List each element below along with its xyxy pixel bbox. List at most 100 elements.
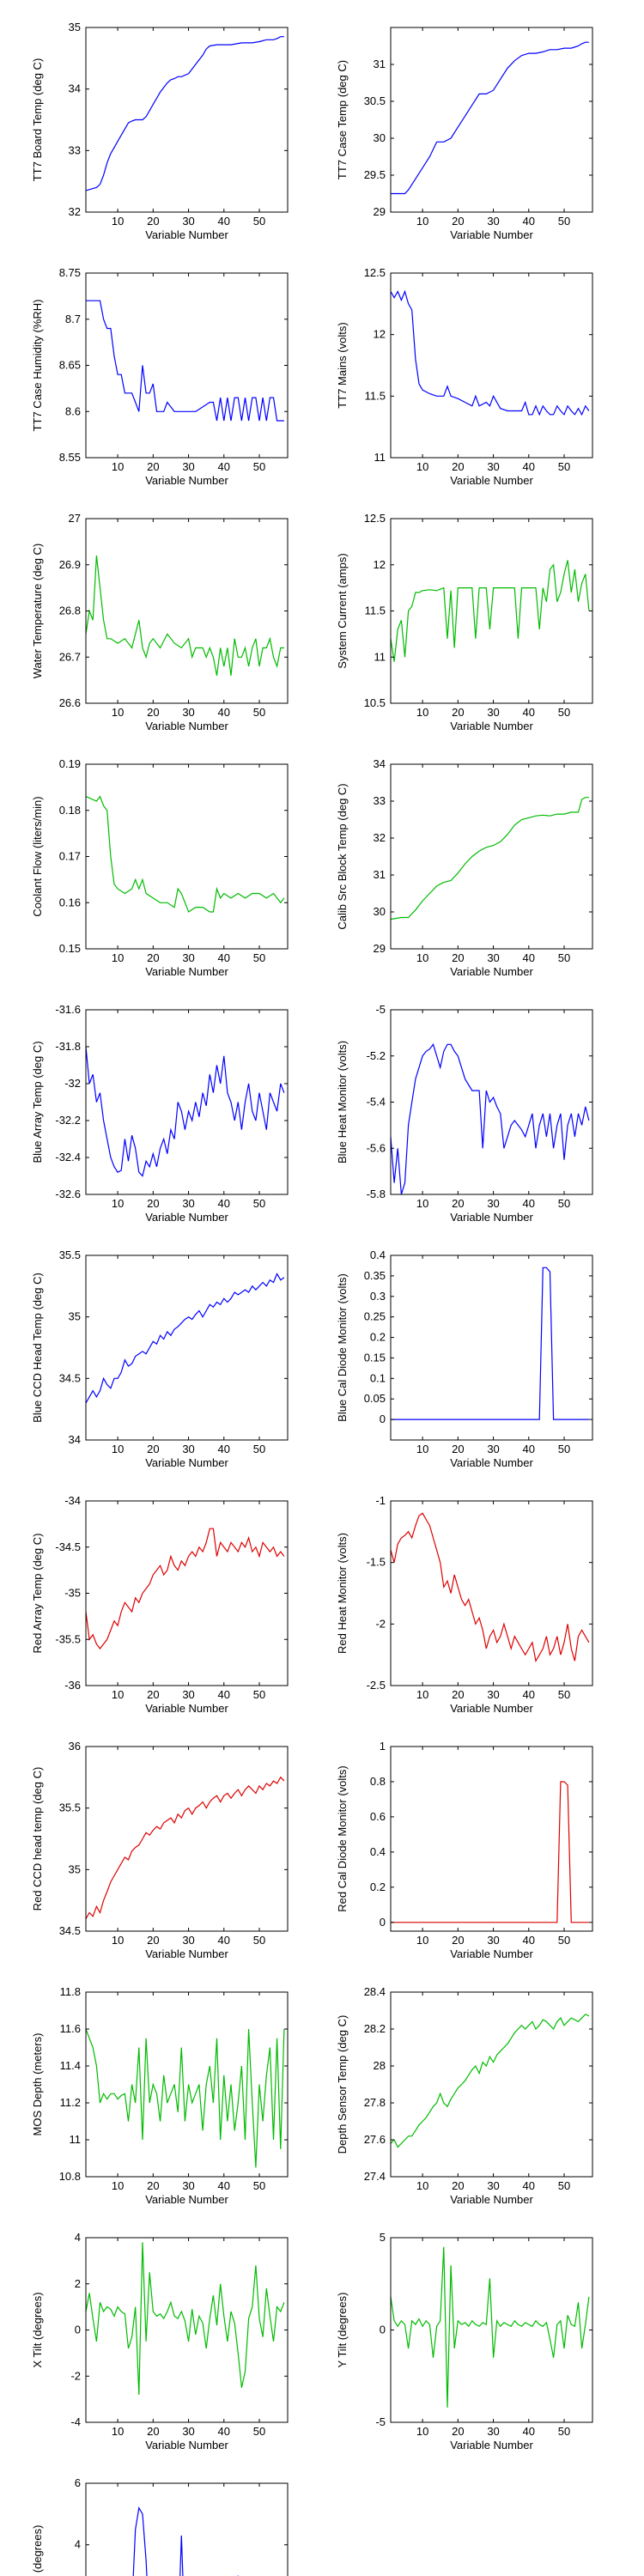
x-tick-label: 20 bbox=[452, 1443, 464, 1455]
plot-frame bbox=[85, 1009, 289, 1195]
x-tick-label: 40 bbox=[523, 1934, 535, 1947]
x-tick-label: 40 bbox=[523, 2179, 535, 2192]
x-tick-label: 30 bbox=[487, 1197, 499, 1210]
y-tick-label: 11 bbox=[374, 451, 386, 464]
x-axis-label: Variable Number bbox=[450, 2439, 533, 2451]
x-tick-label: 10 bbox=[112, 1443, 124, 1455]
y-axis-label: Calib Src Block Temp (deg C) bbox=[336, 783, 349, 929]
x-tick-label: 20 bbox=[452, 2425, 464, 2438]
y-tick-label: 0.17 bbox=[59, 850, 81, 863]
y-tick-label: 34 bbox=[69, 1433, 81, 1446]
x-tick-label: 50 bbox=[253, 1934, 265, 1947]
x-tick-label: 20 bbox=[147, 1197, 159, 1210]
y-tick-label: 31 bbox=[374, 58, 386, 70]
y-tick-label: 11.5 bbox=[365, 605, 386, 617]
y-tick-label: -5.2 bbox=[367, 1049, 386, 1062]
x-tick-label: 50 bbox=[253, 951, 265, 964]
y-tick-label: -5.4 bbox=[367, 1096, 386, 1109]
y-tick-label: 11.8 bbox=[60, 1985, 81, 1998]
y-tick-label: -5 bbox=[375, 2415, 386, 2428]
series-line bbox=[85, 1528, 285, 1649]
x-tick-label: 50 bbox=[253, 1688, 265, 1701]
y-tick-label: -31.6 bbox=[55, 1003, 81, 1016]
plot-frame bbox=[85, 1991, 289, 2178]
y-tick-label: -32.4 bbox=[55, 1151, 81, 1163]
series-line bbox=[85, 555, 284, 676]
y-tick-label: 28.2 bbox=[364, 2022, 386, 2035]
x-tick-label: 10 bbox=[112, 1197, 124, 1210]
chart-2: 10 20 30 40 50 29 29.5 30 30.5 31 Variable Number T… bbox=[336, 27, 593, 241]
chart-3: 10 20 30 40 50 8.55 8.6 8.65 8.7 8.75 Variable Num… bbox=[31, 266, 289, 487]
chart-21: 10203040500246Variable NumberInclination… bbox=[31, 2476, 289, 2576]
y-tick-label: -5.6 bbox=[367, 1141, 386, 1154]
x-axis-label: Variable Number bbox=[450, 1702, 533, 1715]
plot-frame bbox=[390, 27, 593, 213]
x-tick-label: 40 bbox=[218, 460, 230, 473]
y-tick-label: 12.5 bbox=[364, 266, 386, 279]
y-tick-label: -2.5 bbox=[367, 1679, 386, 1692]
x-axis-label: Variable Number bbox=[145, 1947, 228, 1960]
plot-frame bbox=[390, 272, 593, 459]
y-axis-label: Y Tilt (degrees) bbox=[336, 2293, 349, 2368]
y-tick-label: 0.18 bbox=[59, 804, 81, 817]
x-tick-label: 10 bbox=[416, 2179, 428, 2192]
y-axis-label: TT7 Case Temp (deg C) bbox=[336, 60, 349, 179]
series-line bbox=[390, 2014, 590, 2148]
y-tick-label: 34 bbox=[374, 757, 386, 770]
series-line bbox=[390, 289, 590, 416]
plot-frame bbox=[85, 1746, 289, 1932]
x-tick-label: 10 bbox=[112, 1934, 124, 1947]
x-tick-label: 50 bbox=[558, 1443, 570, 1455]
y-tick-label: 27.6 bbox=[364, 2133, 386, 2146]
series-line bbox=[391, 1267, 589, 1420]
x-tick-label: 10 bbox=[112, 460, 124, 473]
plot-frame bbox=[390, 1500, 593, 1686]
x-tick-label: 20 bbox=[147, 706, 159, 719]
x-tick-label: 50 bbox=[253, 2425, 265, 2438]
plot-frame bbox=[390, 1255, 593, 1441]
y-axis-label: X Tilt (degrees) bbox=[31, 2292, 44, 2367]
x-tick-label: 50 bbox=[558, 215, 570, 228]
series-line bbox=[390, 560, 590, 662]
x-tick-label: 30 bbox=[182, 951, 194, 964]
x-tick-label: 10 bbox=[416, 215, 428, 228]
chart-1: 10 20 30 40 50 32 33 34 35 Variable Number TT7 Boa… bbox=[31, 21, 289, 241]
x-tick-label: 20 bbox=[147, 2179, 159, 2192]
plot-frame bbox=[85, 1255, 289, 1441]
x-tick-label: 10 bbox=[112, 1688, 124, 1701]
x-tick-label: 30 bbox=[487, 1443, 499, 1455]
y-tick-label: 33 bbox=[69, 143, 81, 156]
x-tick-label: 10 bbox=[112, 706, 124, 719]
x-tick-label: 30 bbox=[182, 460, 194, 473]
chart-7: 10 20 30 40 50 0.15 0.16 0.17 0.18 0.19 Variable N… bbox=[31, 757, 289, 978]
x-tick-label: 20 bbox=[452, 460, 464, 473]
x-axis-label: Variable Number bbox=[145, 1702, 228, 1715]
x-axis-label: Variable Number bbox=[450, 474, 533, 487]
chart-6: 10 20 30 40 50 10.5 11 11.5 12 12.5 Variable Numbe… bbox=[336, 512, 593, 732]
x-tick-label: 50 bbox=[558, 706, 570, 719]
y-tick-label: 36 bbox=[69, 1740, 81, 1753]
x-tick-label: 10 bbox=[416, 460, 428, 473]
y-tick-label: 0.35 bbox=[364, 1269, 386, 1282]
y-axis-label: TT7 Board Temp (deg C) bbox=[31, 58, 44, 182]
y-tick-label: 1 bbox=[380, 1740, 386, 1753]
plot-frame bbox=[390, 1746, 593, 1932]
x-tick-label: 10 bbox=[416, 706, 428, 719]
y-tick-label: 35.5 bbox=[59, 1801, 81, 1814]
y-axis-label: TT7 Case Humidity (%RH) bbox=[31, 300, 44, 432]
series-line bbox=[391, 1781, 589, 1923]
x-tick-label: 20 bbox=[147, 1934, 159, 1947]
x-axis-label: Variable Number bbox=[450, 1947, 533, 1960]
chart-14: 10 20 30 40 50 -2.5 -2 -1.5 -1 Variable Number Red… bbox=[336, 1494, 593, 1715]
x-tick-label: 20 bbox=[452, 706, 464, 719]
x-tick-label: 30 bbox=[182, 2425, 194, 2438]
y-tick-label: -31.8 bbox=[55, 1040, 81, 1053]
y-tick-label: 0.19 bbox=[59, 757, 81, 770]
y-tick-label: 0.05 bbox=[364, 1392, 386, 1405]
y-tick-label: -5 bbox=[375, 1003, 386, 1016]
y-tick-label: 8.75 bbox=[59, 266, 81, 279]
x-tick-label: 50 bbox=[253, 215, 265, 228]
y-tick-label: 8.7 bbox=[65, 313, 81, 325]
y-tick-label: 4 bbox=[75, 2231, 81, 2244]
x-tick-label: 50 bbox=[253, 1197, 265, 1210]
